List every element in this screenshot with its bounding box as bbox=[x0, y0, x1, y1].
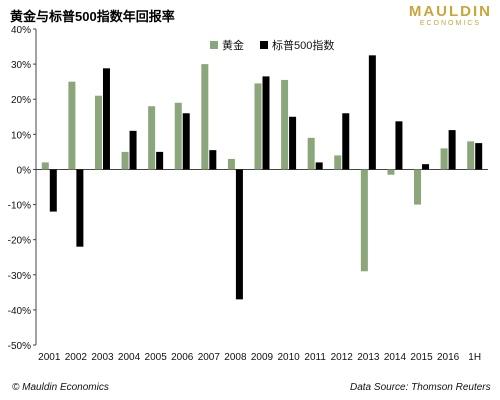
bar-sp500 bbox=[395, 121, 403, 170]
bar-sp500 bbox=[475, 143, 483, 170]
bar-sp500 bbox=[209, 150, 217, 170]
bar-gold bbox=[68, 81, 76, 170]
y-tick-label: 10% bbox=[11, 130, 31, 141]
bar-sp500 bbox=[448, 130, 456, 170]
bar-sp500 bbox=[156, 151, 164, 170]
bar-sp500 bbox=[235, 169, 243, 300]
bar-gold bbox=[254, 83, 262, 170]
x-tick-label: 2014 bbox=[384, 352, 407, 363]
bar-gold bbox=[467, 141, 475, 170]
logo-line1: MAULDIN bbox=[408, 3, 492, 20]
bar-sp500 bbox=[129, 130, 137, 170]
bar-sp500 bbox=[289, 116, 297, 170]
legend-item-sp500: 标普500指数 bbox=[260, 37, 334, 53]
x-tick-label: 2006 bbox=[171, 352, 194, 363]
bar-gold bbox=[201, 64, 209, 170]
y-tick-label: -40% bbox=[8, 306, 31, 317]
legend: 黄金 标普500指数 bbox=[210, 37, 344, 53]
bar-gold bbox=[334, 155, 342, 170]
y-tick-label: 0% bbox=[17, 165, 32, 176]
bar-gold bbox=[41, 162, 49, 170]
x-tick-label: 2005 bbox=[145, 352, 168, 363]
y-tick-label: -10% bbox=[8, 201, 31, 212]
y-tick-label: 20% bbox=[11, 95, 31, 106]
bar-sp500 bbox=[368, 55, 376, 170]
footer-copyright: © Mauldin Economics bbox=[12, 382, 109, 393]
bar-gold bbox=[148, 106, 156, 170]
x-tick-label: 2012 bbox=[331, 352, 354, 363]
x-tick-label: 1H bbox=[468, 352, 481, 363]
bar-gold bbox=[440, 148, 448, 170]
x-tick-label: 2009 bbox=[251, 352, 274, 363]
y-tick-label: -20% bbox=[8, 236, 31, 247]
bar-sp500 bbox=[262, 76, 270, 170]
bar-sp500 bbox=[76, 169, 84, 247]
x-tick-label: 2011 bbox=[304, 352, 326, 363]
logo-line2: ECONOMICS bbox=[419, 20, 481, 27]
x-tick-label: 2003 bbox=[91, 352, 114, 363]
x-tick-label: 2007 bbox=[198, 352, 221, 363]
x-tick-label: 2013 bbox=[357, 352, 380, 363]
bar-gold bbox=[307, 137, 315, 170]
legend-item-gold: 黄金 bbox=[210, 37, 244, 53]
y-tick-label: -30% bbox=[8, 271, 31, 282]
x-tick-label: 2004 bbox=[118, 352, 141, 363]
bar-sp500 bbox=[49, 169, 57, 212]
legend-label-gold: 黄金 bbox=[222, 40, 244, 52]
y-tick-label: -50% bbox=[8, 341, 31, 352]
bar-sp500 bbox=[182, 113, 190, 170]
bar-gold bbox=[227, 158, 235, 170]
x-tick-label: 2015 bbox=[410, 352, 433, 363]
bar-gold bbox=[94, 95, 102, 170]
x-tick-label: 2016 bbox=[437, 352, 460, 363]
y-tick-label: 40% bbox=[11, 25, 31, 36]
legend-swatch-gold bbox=[210, 41, 218, 49]
bar-sp500 bbox=[315, 162, 323, 170]
bar-gold bbox=[387, 169, 395, 175]
y-tick-label: 30% bbox=[11, 60, 31, 71]
x-tick-label: 2002 bbox=[65, 352, 88, 363]
bar-sp500 bbox=[422, 164, 430, 170]
bar-sp500 bbox=[342, 113, 350, 170]
bar-sp500 bbox=[102, 68, 110, 170]
bar-gold bbox=[360, 169, 368, 272]
legend-swatch-sp500 bbox=[260, 41, 268, 49]
bar-gold bbox=[281, 79, 289, 170]
x-tick-label: 2008 bbox=[224, 352, 247, 363]
mauldin-logo: MAULDIN ECONOMICS bbox=[409, 4, 492, 28]
footer-source: Data Source: Thomson Reuters bbox=[350, 382, 491, 393]
legend-label-sp500: 标普500指数 bbox=[272, 40, 335, 52]
chart-title: 黄金与标普500指数年回报率 bbox=[10, 9, 175, 24]
x-tick-label: 2010 bbox=[277, 352, 300, 363]
bar-gold bbox=[414, 169, 422, 205]
x-tick-label: 2001 bbox=[38, 352, 61, 363]
bar-gold bbox=[121, 151, 129, 170]
bar-gold bbox=[174, 102, 182, 170]
